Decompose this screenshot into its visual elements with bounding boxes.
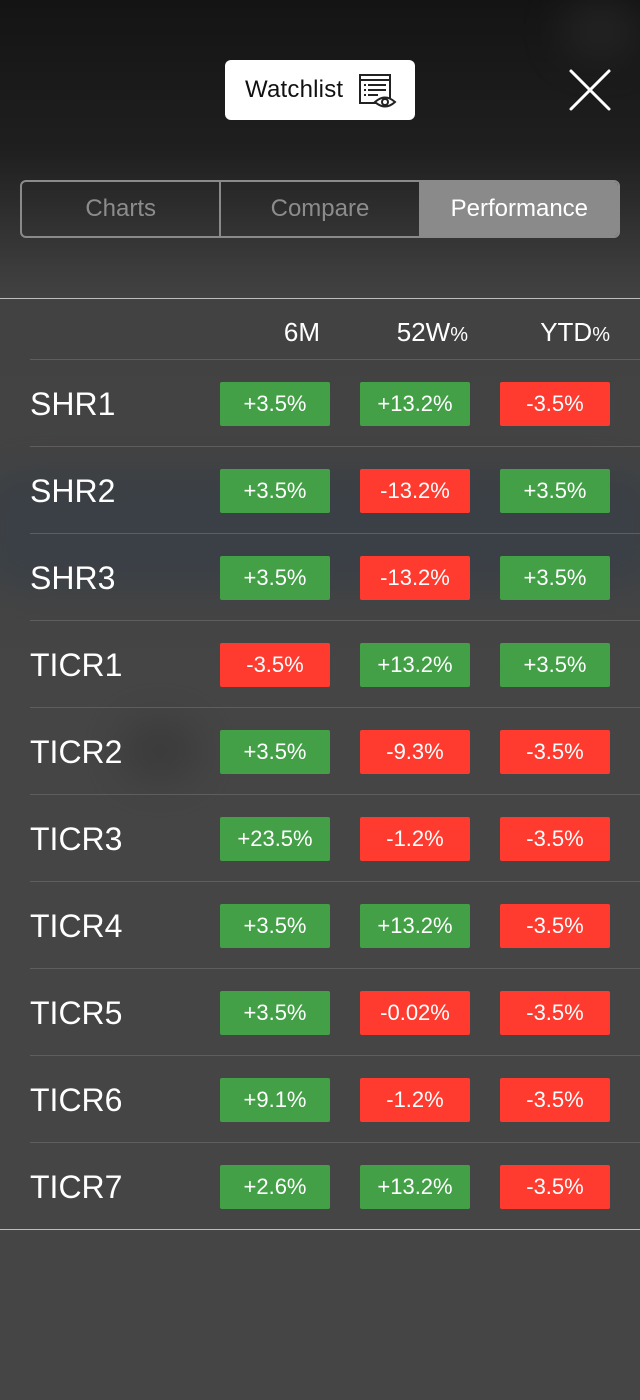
change-ytd-badge: -3.5% [500,1165,610,1209]
table-row[interactable]: TICR5 +3.5% -0.02% -3.5% [30,969,640,1056]
change-52w-badge: +13.2% [360,1165,470,1209]
ticker-symbol: TICR3 [30,821,123,857]
ticker-symbol: TICR2 [30,734,123,770]
table-row[interactable]: SHR3 +3.5% -13.2% +3.5% [30,534,640,621]
watchlist-eye-icon [359,74,397,108]
table-row[interactable]: TICR3 +23.5% -1.2% -3.5% [30,795,640,882]
table-row[interactable]: TICR6 +9.1% -1.2% -3.5% [30,1056,640,1143]
change-6m-badge: +3.5% [220,469,330,513]
change-ytd-badge: -3.5% [500,382,610,426]
change-52w-badge: -13.2% [360,469,470,513]
background-blur [560,0,640,60]
table-header: 6M 52W% YTD% [0,299,640,359]
change-6m-badge: +3.5% [220,904,330,948]
change-52w-badge: -13.2% [360,556,470,600]
ticker-symbol: TICR5 [30,995,123,1031]
change-52w-badge: -1.2% [360,817,470,861]
change-ytd-badge: +3.5% [500,469,610,513]
change-6m-badge: +3.5% [220,382,330,426]
performance-table: 6M 52W% YTD% SHR1 +3.5% +13.2% -3.5% SHR… [0,298,640,1230]
change-52w-badge: -0.02% [360,991,470,1035]
change-52w-badge: +13.2% [360,643,470,687]
watchlist-button[interactable]: Watchlist [225,60,415,120]
column-header-ytd: YTD% [540,317,610,347]
change-ytd-badge: -3.5% [500,730,610,774]
table-row[interactable]: SHR2 +3.5% -13.2% +3.5% [30,447,640,534]
divider [30,359,640,360]
ticker-symbol: SHR2 [30,473,116,509]
view-tabs: Charts Compare Performance [20,180,620,238]
table-body: SHR1 +3.5% +13.2% -3.5% SHR2 +3.5% -13.2… [0,360,640,1230]
change-6m-badge: +3.5% [220,991,330,1035]
column-header-52w: 52W% [396,317,468,347]
tab-performance[interactable]: Performance [418,182,618,236]
change-6m-badge: -3.5% [220,643,330,687]
table-row[interactable]: TICR2 +3.5% -9.3% -3.5% [30,708,640,795]
ticker-symbol: TICR6 [30,1082,123,1118]
table-row[interactable]: TICR4 +3.5% +13.2% -3.5% [30,882,640,969]
change-6m-badge: +3.5% [220,556,330,600]
change-52w-badge: -9.3% [360,730,470,774]
change-6m-badge: +3.5% [220,730,330,774]
change-ytd-badge: -3.5% [500,817,610,861]
change-ytd-badge: -3.5% [500,991,610,1035]
change-ytd-badge: +3.5% [500,556,610,600]
background-blur [120,720,200,780]
table-row[interactable]: TICR7 +2.6% +13.2% -3.5% [30,1143,640,1230]
change-ytd-badge: -3.5% [500,904,610,948]
tab-compare[interactable]: Compare [219,182,418,236]
watchlist-label: Watchlist [245,76,344,103]
tab-charts[interactable]: Charts [85,195,156,222]
change-52w-badge: +13.2% [360,904,470,948]
change-6m-badge: +9.1% [220,1078,330,1122]
change-52w-badge: -1.2% [360,1078,470,1122]
change-6m-badge: +2.6% [220,1165,330,1209]
ticker-symbol: TICR7 [30,1169,123,1205]
change-ytd-badge: +3.5% [500,643,610,687]
change-52w-badge: +13.2% [360,382,470,426]
change-ytd-badge: -3.5% [500,1078,610,1122]
table-row[interactable]: SHR1 +3.5% +13.2% -3.5% [30,360,640,447]
top-bar: Watchlist [0,0,640,180]
ticker-symbol: SHR1 [30,386,116,422]
change-6m-badge: +23.5% [220,817,330,861]
close-icon[interactable] [566,66,614,114]
column-header-6m: 6M [283,317,320,347]
ticker-symbol: TICR1 [30,647,123,683]
ticker-symbol: TICR4 [30,908,123,944]
ticker-symbol: SHR3 [30,560,116,596]
table-row[interactable]: TICR1 -3.5% +13.2% +3.5% [30,621,640,708]
